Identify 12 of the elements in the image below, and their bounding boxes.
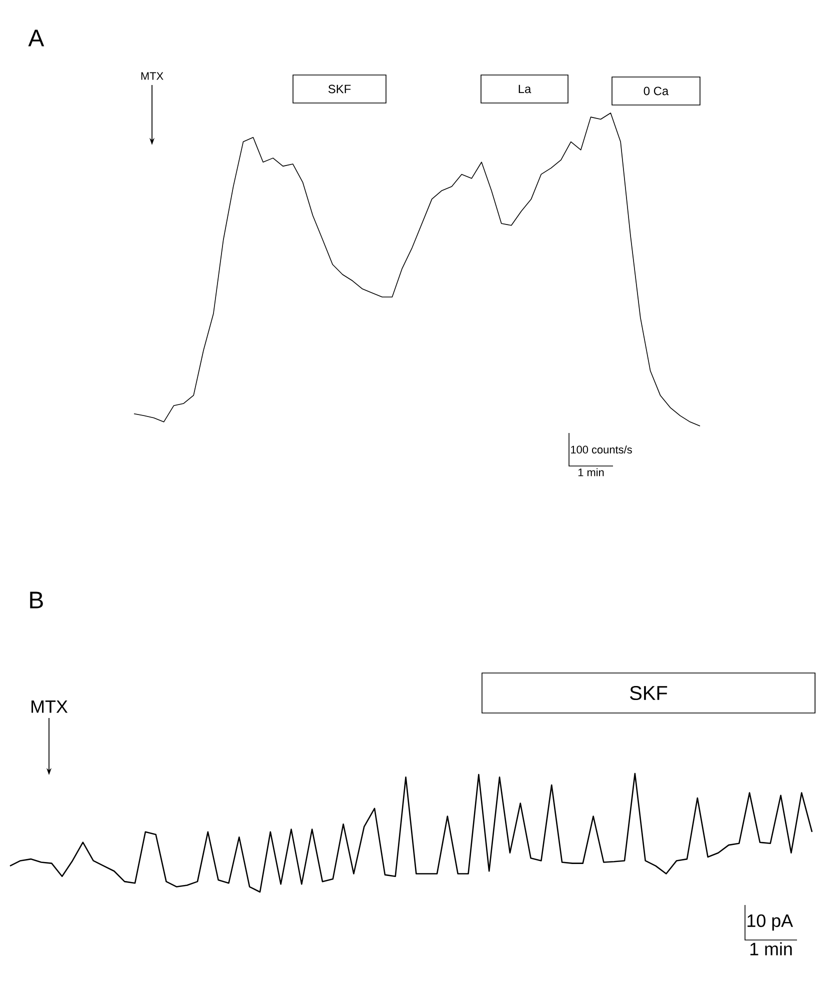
text: MTX — [141, 72, 164, 80]
text: SKF — [630, 686, 668, 700]
text: 10 pA — [748, 914, 794, 931]
text: 1 min — [750, 942, 792, 956]
chart-title: A — [28, 30, 44, 46]
chart-title: B — [30, 592, 43, 608]
text: 100 counts/s — [571, 445, 632, 454]
text: 0 Ca — [644, 86, 669, 96]
text: SKF — [328, 84, 351, 94]
text: La — [518, 84, 532, 94]
text: 1 min — [578, 468, 604, 476]
text: MTX — [32, 700, 68, 713]
